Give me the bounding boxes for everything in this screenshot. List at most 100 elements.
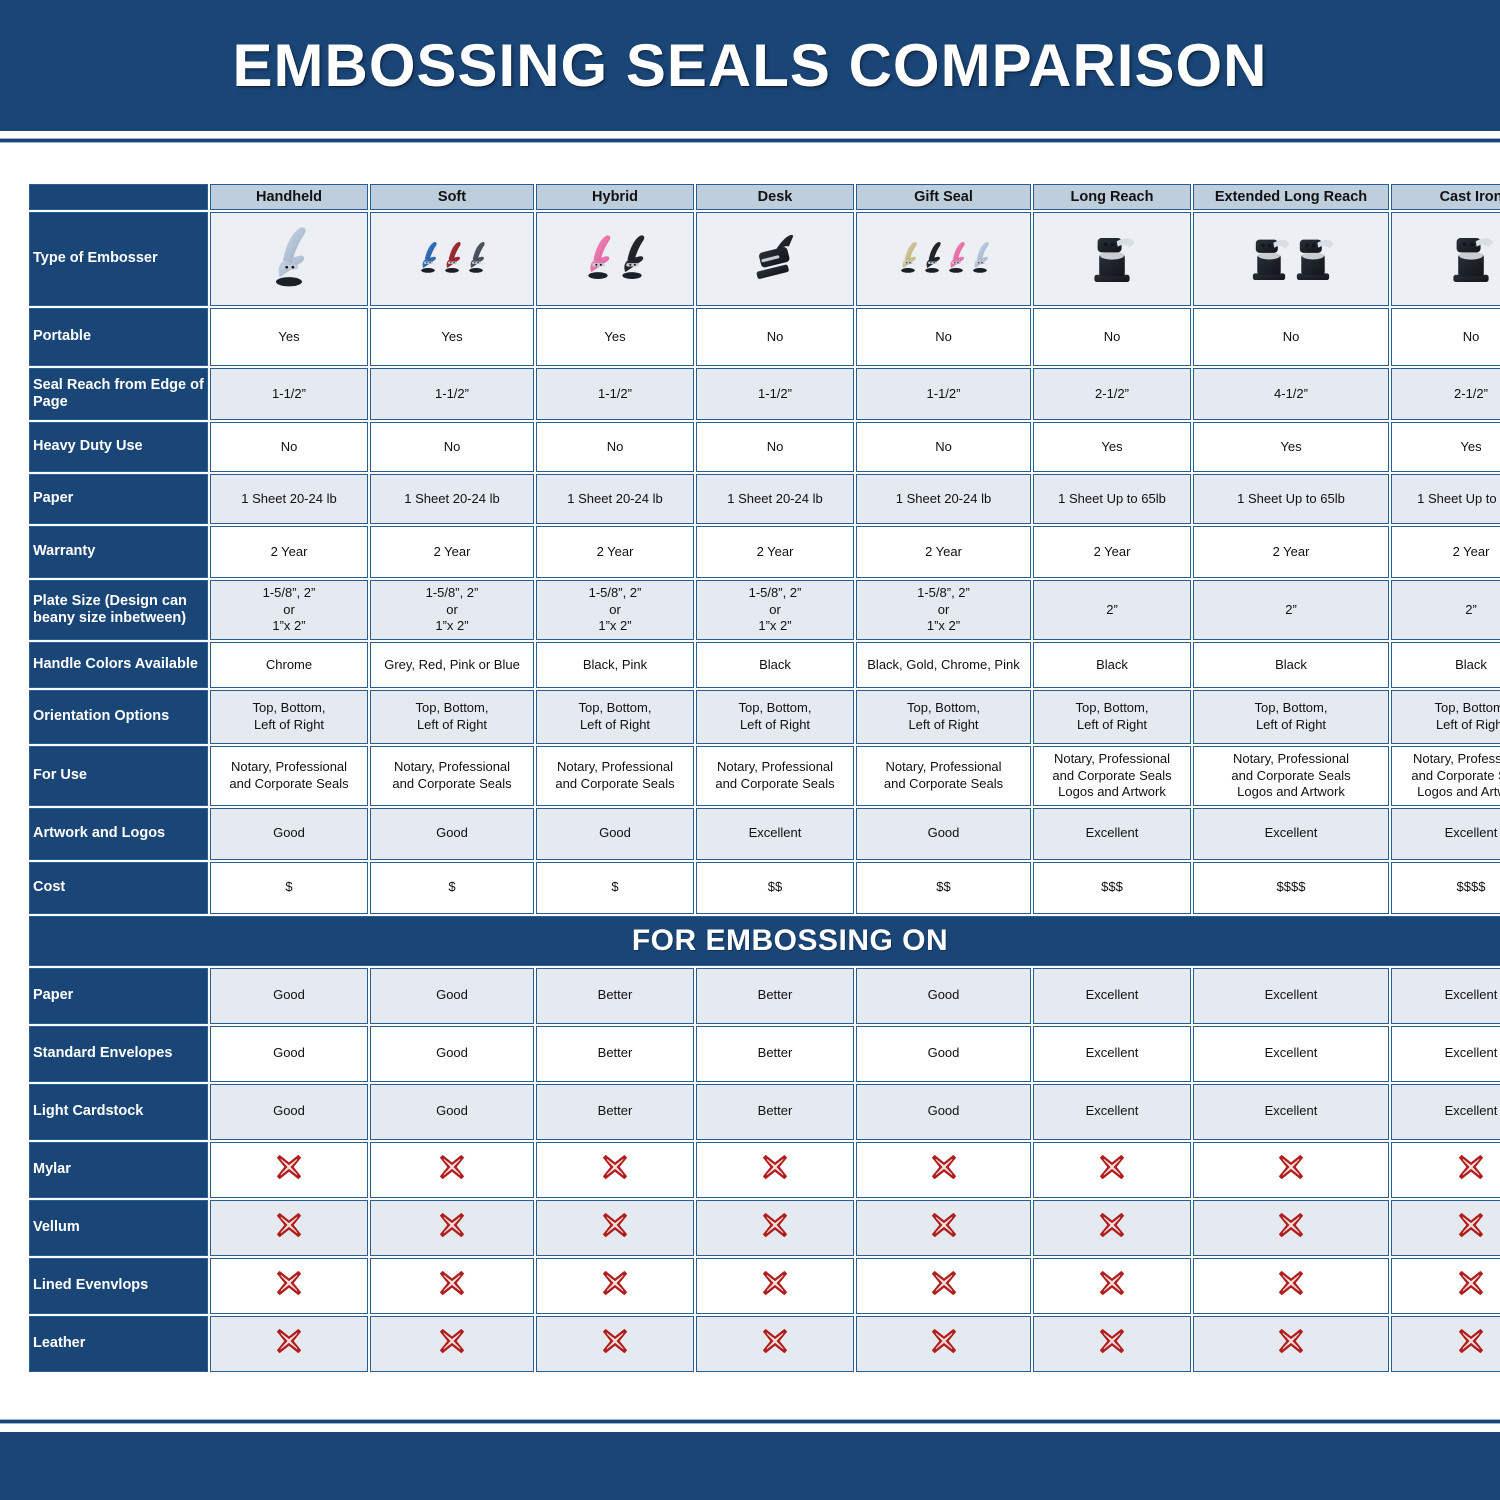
value-cell: $$ <box>856 861 1031 914</box>
value-cell: Notary, Professional and Corporate Seals <box>856 745 1031 806</box>
value-line: Left of Right <box>1255 716 1327 732</box>
value-cell: Excellent <box>1033 967 1191 1024</box>
value-cell: 2 Year <box>536 526 694 578</box>
column-header-hybrid[interactable]: Hybrid <box>536 184 694 210</box>
value-cell: Excellent <box>1033 1083 1191 1140</box>
value-line: Left of Right <box>416 716 488 732</box>
value-line: 1”x 2” <box>598 618 632 634</box>
unsupported-cell <box>210 1257 368 1314</box>
section-banner: FOR EMBOSSING ON <box>29 915 1500 966</box>
unsupported-cell <box>856 1141 1031 1198</box>
value-cell: Top, Bottom,Left of Right <box>696 689 854 744</box>
red-x-icon <box>602 1213 628 1238</box>
column-header-cast-iron[interactable]: Cast Iron <box>1391 184 1500 210</box>
unsupported-cell <box>696 1141 854 1198</box>
value-cell: Yes <box>1033 422 1191 472</box>
column-header-handheld[interactable]: Handheld <box>210 184 368 210</box>
table-row: For Use Notary, Professional and Corporate… <box>29 745 1500 806</box>
column-header-gift-seal[interactable]: Gift Seal <box>856 184 1031 210</box>
value-cell: 2 Year <box>1033 526 1191 578</box>
value-line: Top, Bottom, <box>578 700 652 716</box>
column-header-soft[interactable]: Soft <box>370 184 534 210</box>
value-line: Left of Right <box>1435 716 1500 732</box>
value-cell: Better <box>536 967 694 1024</box>
value-cell: 2” <box>1193 580 1389 640</box>
red-x-icon <box>762 1213 788 1238</box>
value-cell: 1-5/8”, 2” or 1”x 2” <box>536 580 694 640</box>
red-x-icon <box>1099 1213 1125 1238</box>
value-cell: 1-1/2” <box>856 368 1031 420</box>
value-cell: Good <box>536 807 694 860</box>
red-x-icon <box>602 1271 628 1296</box>
value-cell: 2” <box>1391 580 1500 640</box>
value-cell: 2-1/2” <box>1033 368 1191 420</box>
value-cell: Good <box>210 807 368 860</box>
red-x-icon <box>439 1329 465 1354</box>
value-cell: Good <box>370 1025 534 1082</box>
value-cell: Notary, Professional and Corporate Seals <box>536 745 694 806</box>
red-x-icon <box>1278 1271 1304 1296</box>
unsupported-cell <box>370 1257 534 1314</box>
value-line: or <box>446 601 458 617</box>
red-x-icon <box>1458 1155 1484 1180</box>
red-x-icon <box>439 1271 465 1296</box>
table-row: Paper Good Good Better Better Good Excellent Ex… <box>29 967 1500 1024</box>
value-line: Notary, Professional <box>1053 750 1171 766</box>
table-body: Type of Embosser Portable Yes Yes Yes No No No N… <box>29 212 1500 1372</box>
column-header-extended-long-reach[interactable]: Extended Long Reach <box>1193 184 1389 210</box>
red-x-icon <box>931 1329 956 1354</box>
unsupported-cell <box>1033 1257 1191 1314</box>
value-line: Left of Right <box>1076 716 1148 732</box>
value-line: 1-5/8”, 2” <box>425 585 479 600</box>
value-cell: 2 Year <box>1391 526 1500 578</box>
table-row: Type of Embosser <box>29 212 1500 306</box>
value-cell: Yes <box>536 308 694 366</box>
unsupported-cell <box>696 1315 854 1372</box>
value-line: Notary, Professional <box>393 759 511 775</box>
banner-divider-rule <box>0 138 1500 143</box>
value-line: and Corporate Seals <box>229 775 349 791</box>
value-cell: 2 Year <box>210 526 368 578</box>
column-header-long-reach[interactable]: Long Reach <box>1033 184 1191 210</box>
column-header-desk[interactable]: Desk <box>696 184 854 210</box>
value-cell: No <box>696 308 854 366</box>
value-cell: Black <box>696 641 854 688</box>
value-cell: 2 Year <box>696 526 854 578</box>
value-line: Notary, Professional <box>716 759 834 775</box>
soft-embosser-icon <box>416 222 488 299</box>
value-line: 1”x 2” <box>272 618 306 634</box>
row-label-seal-reach-from-edge-of-page: Seal Reach from Edge of Page <box>29 368 208 420</box>
embosser-image-cell <box>210 212 368 306</box>
value-cell: Yes <box>1193 422 1389 472</box>
unsupported-cell <box>536 1257 694 1314</box>
unsupported-cell <box>1193 1315 1389 1372</box>
comparison-table: Handheld Soft Hybrid Desk Gift Seal Long Reac… <box>27 182 1500 1374</box>
value-line: Notary, Professional <box>230 759 348 775</box>
row-label-plate-size-design-can-beany-size-inbetween: Plate Size (Design can beany size inbetw… <box>29 580 208 640</box>
red-x-icon <box>602 1155 628 1180</box>
value-line: Left of Right <box>908 716 979 732</box>
value-cell: $$$$ <box>1391 861 1500 914</box>
value-cell: 1-5/8”, 2” or 1”x 2” <box>856 580 1031 640</box>
table-row: Plate Size (Design can beany size inbetw… <box>29 580 1500 640</box>
value-cell: $ <box>210 861 368 914</box>
value-cell: 2 Year <box>1193 526 1389 578</box>
value-line: 1-5/8”, 2” <box>262 585 316 600</box>
unsupported-cell <box>370 1315 534 1372</box>
embosser-image-cell <box>536 212 694 306</box>
value-cell: 1 Sheet 20-24 lb <box>696 474 854 524</box>
row-label-orientation-options: Orientation Options <box>29 689 208 744</box>
value-cell: $ <box>370 861 534 914</box>
table-row: Orientation Options Top, Bottom, Left of R… <box>29 689 1500 744</box>
red-x-icon <box>1099 1155 1125 1180</box>
value-cell: Yes <box>210 308 368 366</box>
value-cell: Notary, Professional and Corporate Seals <box>696 745 854 806</box>
value-cell: Black <box>1391 641 1500 688</box>
value-cell: Top, Bottom,Left of Right <box>1193 689 1389 744</box>
value-line: and Corporate Seals <box>555 775 675 791</box>
value-line: and Corporate Seals <box>883 775 1004 791</box>
value-line: 2” <box>1106 601 1118 617</box>
value-line: 1”x 2” <box>926 618 961 634</box>
